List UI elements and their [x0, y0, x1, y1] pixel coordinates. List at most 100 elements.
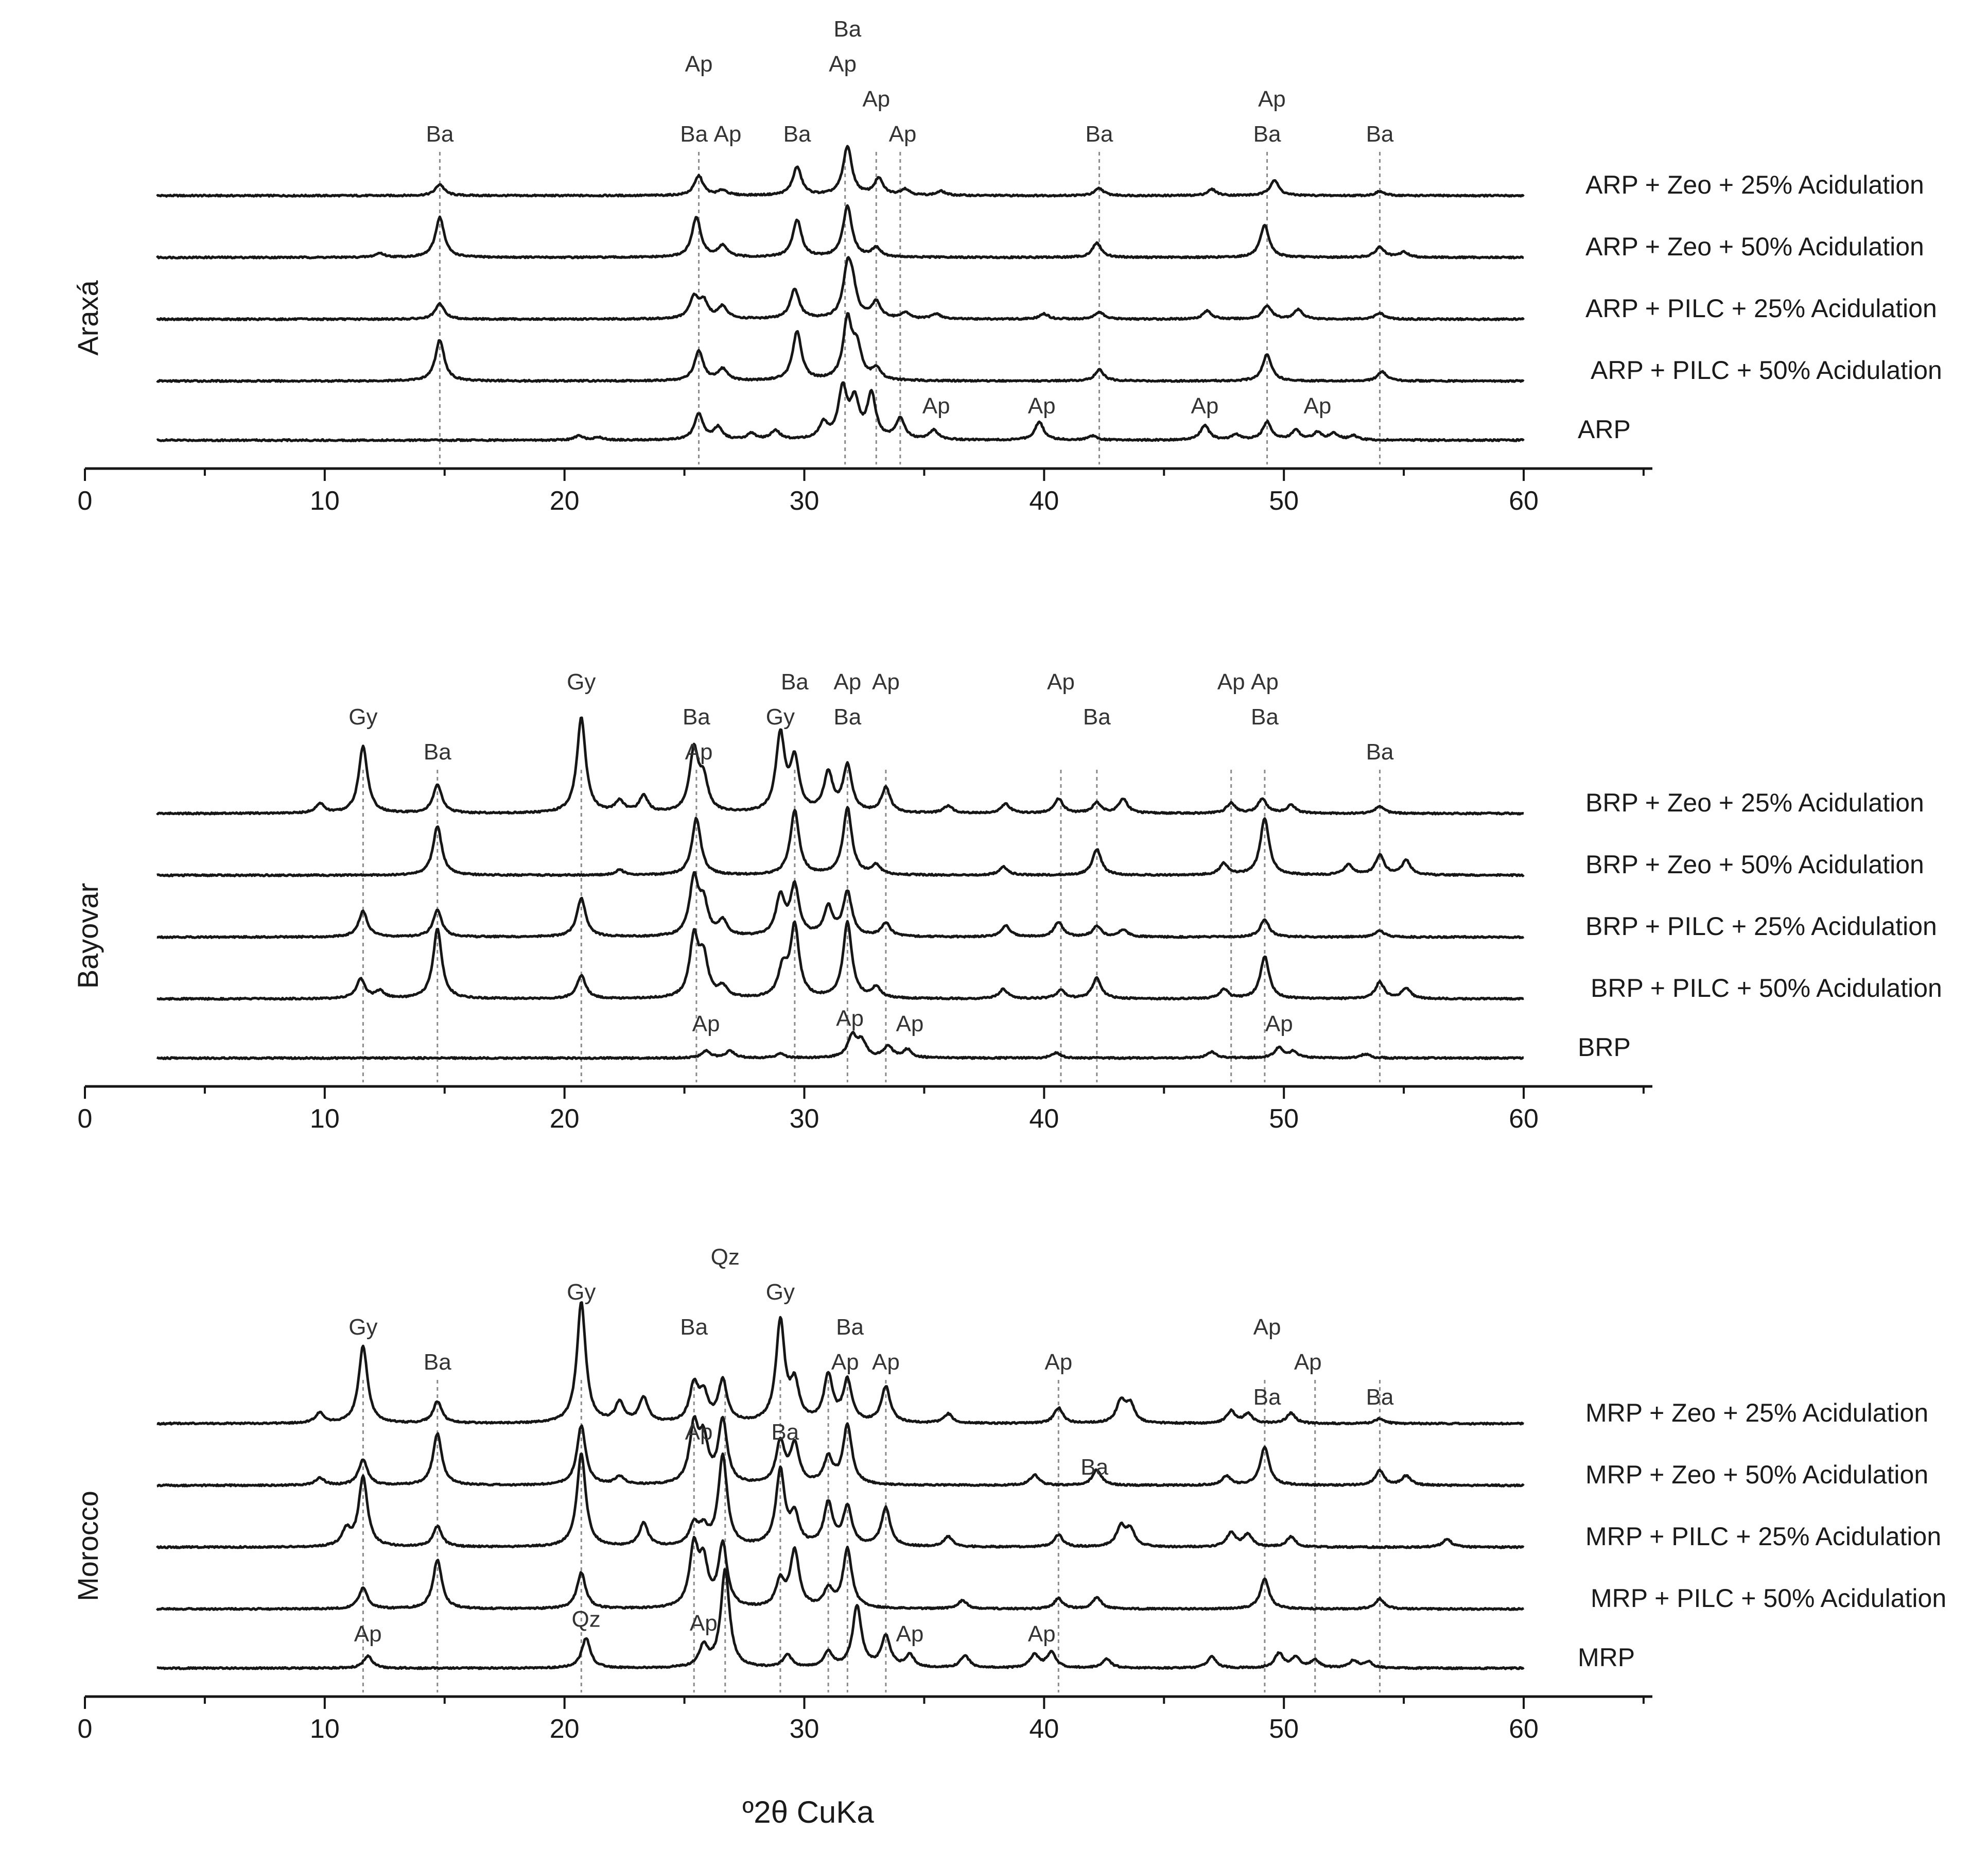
peak-annotation: Ba — [833, 704, 861, 730]
peak-annotation: Ap — [1253, 1315, 1281, 1340]
x-tick-label: 10 — [310, 1714, 340, 1744]
peak-annotation: Ap — [714, 122, 742, 147]
peak-annotation: Ba — [1366, 122, 1394, 147]
peak-annotation: Ba — [833, 16, 861, 42]
peak-annotation: Ba — [1253, 122, 1281, 147]
peak-annotation: Ap — [862, 87, 890, 112]
trace-line — [155, 204, 1524, 260]
peak-annotation: Ap — [896, 1011, 924, 1036]
peak-annotation: Ba — [1253, 1385, 1281, 1410]
group-label: Bayovar — [72, 883, 104, 989]
peak-annotation: Ba — [781, 669, 809, 695]
trace-label: MRP — [1578, 1643, 1635, 1672]
trace-label: BRP + PILC + 50% Acidulation — [1591, 974, 1942, 1002]
trace-line — [156, 1568, 1525, 1670]
peak-annotation: Qz — [711, 1244, 740, 1270]
peak-annotation: Gy — [766, 1280, 795, 1305]
peak-annotation: Ap — [692, 1011, 720, 1036]
x-tick-label: 30 — [790, 1714, 819, 1744]
trace-line — [156, 256, 1525, 321]
group-label: Araxá — [72, 280, 104, 356]
x-tick-label: 60 — [1509, 1714, 1539, 1744]
peak-annotation: Ba — [424, 739, 451, 765]
x-tick-label: 50 — [1269, 486, 1299, 516]
x-axis-title: º2θ CuKa — [742, 1795, 874, 1829]
peak-annotation: Ap — [836, 1006, 864, 1031]
peak-annotation: Ap — [1251, 669, 1279, 695]
peak-annotation: Gy — [567, 669, 596, 695]
panel-araxá: ARP + Zeo + 25% Acidulation ARP + Zeo + 5… — [72, 16, 1942, 516]
peak-annotation: Ba — [426, 122, 454, 147]
peak-annotation: Gy — [766, 704, 795, 730]
peak-annotation: Ba — [1083, 704, 1111, 730]
peak-annotation: Ba — [1366, 1385, 1394, 1410]
peak-annotation: Ba — [771, 1420, 799, 1445]
peak-annotation: Gy — [567, 1280, 596, 1305]
trace-line — [156, 920, 1524, 1001]
peak-annotation: Gy — [348, 704, 377, 730]
peak-annotation: Ba — [783, 122, 811, 147]
peak-annotation: Ba — [680, 1315, 708, 1340]
panel-bayovar: BRP + Zeo + 25% Acidulation BRP + Zeo + 5… — [72, 669, 1942, 1134]
peak-annotation: Ap — [889, 122, 917, 147]
trace-label: ARP + PILC + 50% Acidulation — [1591, 356, 1942, 385]
peak-annotation: Ap — [1294, 1350, 1322, 1375]
peak-annotation: Ba — [1080, 1455, 1108, 1480]
trace-line — [156, 1030, 1524, 1060]
trace-label: MRP + PILC + 25% Acidulation — [1585, 1522, 1941, 1551]
peak-annotation: Ap — [922, 393, 950, 419]
x-tick-label: 20 — [550, 1104, 580, 1134]
peak-annotation: Ap — [1028, 1621, 1056, 1647]
peak-annotation: Ap — [1191, 393, 1219, 419]
peak-annotation: Ap — [1303, 393, 1331, 419]
trace-line — [156, 806, 1525, 877]
peak-annotation: Ap — [685, 51, 713, 77]
peak-annotation: Gy — [348, 1315, 377, 1340]
peak-annotation: Ap — [872, 669, 900, 695]
peak-annotation: Ap — [1044, 1350, 1072, 1375]
x-tick-label: 50 — [1269, 1104, 1299, 1134]
peak-annotation: Ba — [1251, 704, 1279, 730]
trace-line — [156, 381, 1525, 442]
x-tick-label: 40 — [1029, 486, 1059, 516]
trace-line — [156, 1415, 1525, 1488]
trace-label: MRP + PILC + 50% Acidulation — [1591, 1584, 1946, 1613]
peak-annotation: Ap — [685, 739, 713, 765]
panel-morocco: MRP + Zeo + 25% Acidulation MRP + Zeo + 5… — [72, 1244, 1946, 1744]
x-tick-label: 60 — [1509, 1104, 1539, 1134]
trace-label: BRP + Zeo + 25% Acidulation — [1585, 788, 1924, 817]
peak-annotation: Ap — [685, 1420, 713, 1445]
peak-annotation: Ap — [829, 51, 857, 77]
trace-label: ARP + PILC + 25% Acidulation — [1585, 294, 1937, 323]
peak-annotation: Ap — [1265, 1011, 1293, 1036]
trace-line — [155, 1452, 1525, 1549]
trace-line — [156, 1301, 1524, 1426]
x-tick-label: 20 — [550, 486, 580, 516]
peak-annotation: Ba — [424, 1350, 451, 1375]
peak-annotation: Ap — [1028, 393, 1056, 419]
trace-label: MRP + Zeo + 50% Acidulation — [1585, 1460, 1928, 1489]
x-tick-label: 10 — [310, 1104, 340, 1134]
trace-line — [156, 716, 1524, 816]
trace-label: ARP + Zeo + 25% Acidulation — [1585, 170, 1924, 199]
peak-annotation: Ba — [680, 122, 708, 147]
peak-annotation: Ap — [831, 1350, 859, 1375]
trace-label: ARP — [1578, 415, 1631, 444]
peak-annotation: Ap — [1217, 669, 1245, 695]
trace-label: BRP + PILC + 25% Acidulation — [1585, 912, 1937, 941]
x-tick-label: 30 — [790, 1104, 819, 1134]
trace-label: ARP + Zeo + 50% Acidulation — [1585, 232, 1924, 261]
peak-annotation: Ap — [872, 1350, 900, 1375]
peak-annotation: Ap — [354, 1621, 382, 1647]
peak-annotation: Ba — [1086, 122, 1113, 147]
trace-line — [155, 1535, 1525, 1611]
peak-annotation: Ba — [836, 1315, 864, 1340]
trace-label: MRP + Zeo + 25% Acidulation — [1585, 1398, 1928, 1427]
trace-label: BRP + Zeo + 50% Acidulation — [1585, 850, 1924, 879]
x-tick-label: 0 — [78, 1104, 93, 1134]
peak-annotation: Ba — [1366, 739, 1394, 765]
x-tick-label: 30 — [790, 486, 819, 516]
x-tick-label: 0 — [78, 486, 93, 516]
x-tick-label: 0 — [78, 1714, 93, 1744]
